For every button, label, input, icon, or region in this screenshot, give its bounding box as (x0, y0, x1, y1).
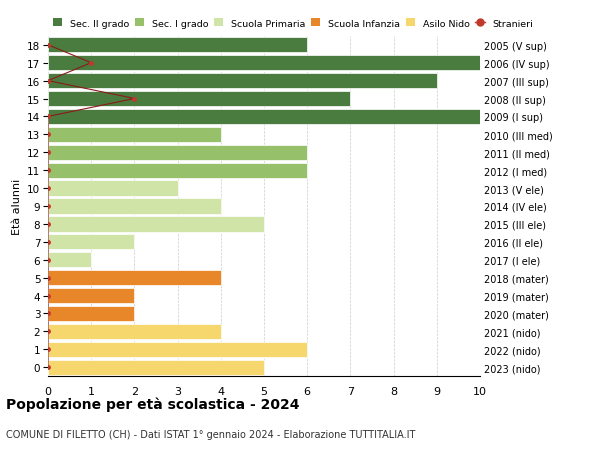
Y-axis label: Età alunni: Età alunni (11, 179, 22, 235)
Text: Popolazione per età scolastica - 2024: Popolazione per età scolastica - 2024 (6, 397, 299, 412)
Bar (48, 38, 307, 53)
Bar (48, 306, 134, 321)
Bar (48, 270, 221, 285)
Bar (48, 288, 134, 303)
Bar (48, 342, 307, 357)
Bar (48, 360, 264, 375)
Bar (48, 146, 307, 161)
Bar (48, 235, 134, 250)
Text: COMUNE DI FILETTO (CH) - Dati ISTAT 1° gennaio 2024 - Elaborazione TUTTITALIA.IT: COMUNE DI FILETTO (CH) - Dati ISTAT 1° g… (6, 429, 415, 439)
Bar (48, 74, 437, 89)
Bar (48, 56, 480, 71)
Bar (48, 324, 221, 339)
Bar (48, 252, 91, 268)
Bar (48, 199, 221, 214)
Bar (48, 217, 264, 232)
Bar (48, 181, 178, 196)
Bar (48, 128, 221, 143)
Legend: Sec. II grado, Sec. I grado, Scuola Primaria, Scuola Infanzia, Asilo Nido, Stran: Sec. II grado, Sec. I grado, Scuola Prim… (53, 19, 533, 28)
Bar (48, 92, 350, 107)
Bar (48, 110, 480, 125)
Bar (48, 163, 307, 179)
